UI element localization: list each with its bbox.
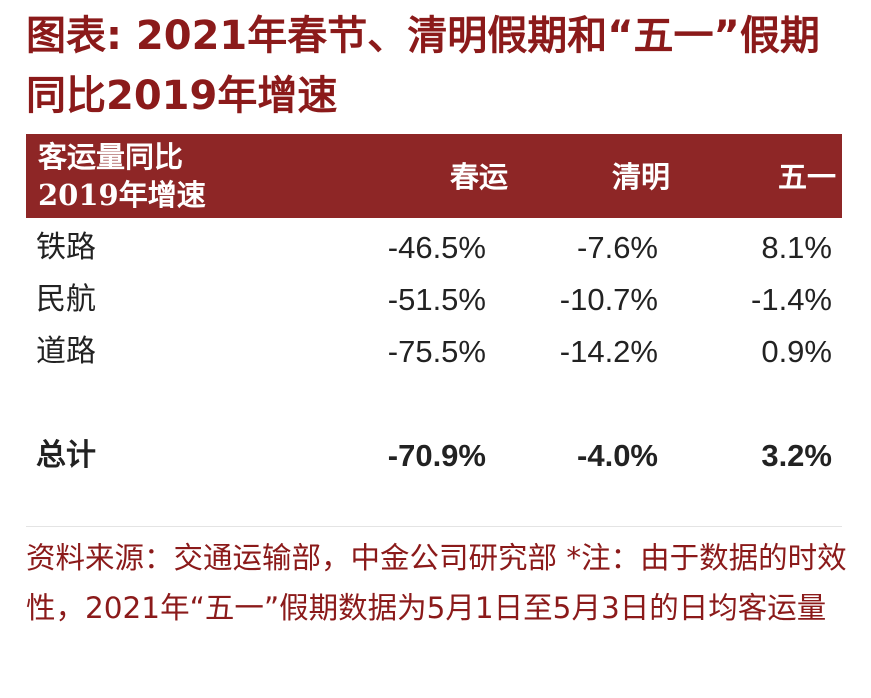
cell-value: -46.5% xyxy=(387,230,486,265)
column-header-qingming: 清明 xyxy=(611,160,670,194)
table-row-road: 道路 -75.5% -14.2% 0.9% xyxy=(26,326,842,378)
chart-title: 图表: 2021年春节、清明假期和“五一”假期同比2019年增速 xyxy=(26,13,820,119)
header-label-line2: 2019年增速 xyxy=(38,178,206,212)
row-label: 民航 xyxy=(36,282,96,317)
cell-value: 8.1% xyxy=(761,230,832,265)
table-header: 客运量同比 2019年增速 春运 清明 五一 xyxy=(26,134,842,218)
cell-value: -4.0% xyxy=(577,438,658,473)
column-header-spring: 春运 xyxy=(449,160,508,194)
cell-value: 3.2% xyxy=(761,438,832,473)
cell-value: 0.9% xyxy=(761,334,832,369)
cell-value: -10.7% xyxy=(559,282,658,317)
cell-value: -1.4% xyxy=(751,282,832,317)
table-row-aviation: 民航 -51.5% -10.7% -1.4% xyxy=(26,274,842,326)
row-label: 道路 xyxy=(36,334,96,369)
table-row-railway: 铁路 -46.5% -7.6% 8.1% xyxy=(26,222,842,274)
cell-value: -70.9% xyxy=(387,438,486,473)
cell-value: -7.6% xyxy=(577,230,658,265)
column-header-mayday: 五一 xyxy=(777,160,836,194)
row-label: 铁路 xyxy=(36,230,96,265)
cell-value: -51.5% xyxy=(387,282,486,317)
header-label-line1: 客运量同比 xyxy=(38,140,184,174)
row-label: 总计 xyxy=(36,438,96,473)
cell-value: -75.5% xyxy=(387,334,486,369)
header-row-label: 客运量同比 2019年增速 xyxy=(38,138,298,214)
cell-value: -14.2% xyxy=(559,334,658,369)
source-note: 资料来源：交通运输部，中金公司研究部 *注：由于数据的时效性，2021年“五一”… xyxy=(26,541,847,625)
table-divider xyxy=(26,526,842,527)
table-row-total: 总计 -70.9% -4.0% 3.2% xyxy=(26,430,842,482)
